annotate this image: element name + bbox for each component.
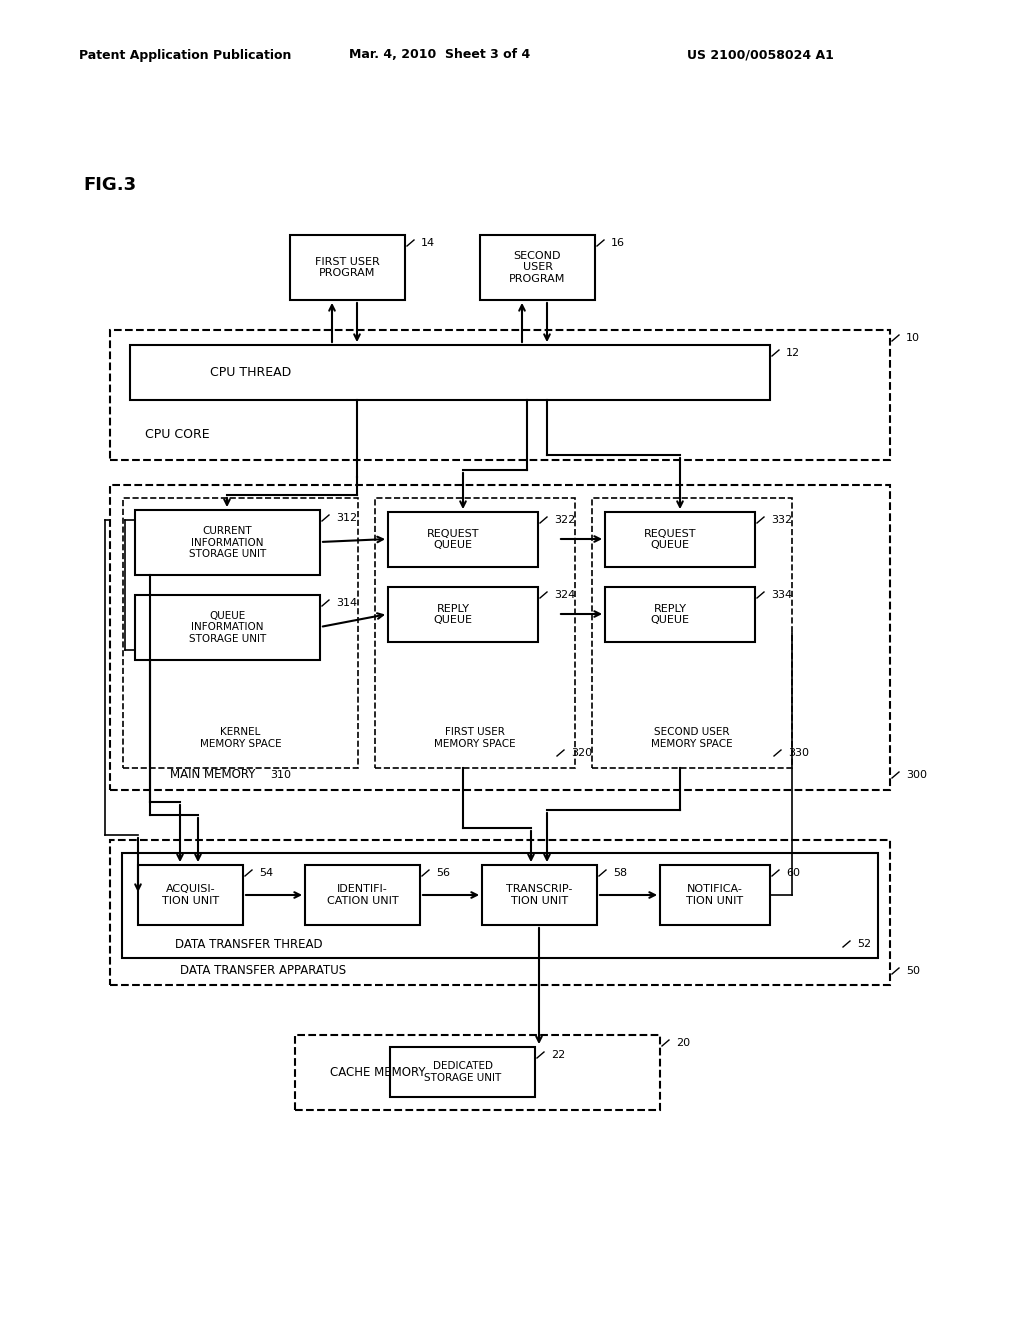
Text: REPLY
QUEUE: REPLY QUEUE [650, 603, 689, 626]
Text: 16: 16 [611, 238, 625, 248]
Text: CPU THREAD: CPU THREAD [210, 366, 291, 379]
Text: SECOND USER
MEMORY SPACE: SECOND USER MEMORY SPACE [651, 727, 733, 748]
Text: 58: 58 [613, 869, 627, 878]
Text: CACHE MEMORY: CACHE MEMORY [330, 1067, 426, 1078]
Bar [388, 587, 538, 642]
Bar [138, 865, 243, 925]
Bar [123, 498, 358, 768]
Text: 60: 60 [786, 869, 800, 878]
Bar [605, 587, 755, 642]
Bar [375, 498, 575, 768]
Text: 54: 54 [259, 869, 273, 878]
Bar [305, 865, 420, 925]
Text: 320: 320 [571, 748, 592, 758]
Bar [480, 235, 595, 300]
Bar [110, 484, 890, 789]
Text: MAIN MEMORY: MAIN MEMORY [170, 768, 255, 781]
Bar [110, 330, 890, 459]
Text: KERNEL
MEMORY SPACE: KERNEL MEMORY SPACE [200, 727, 282, 748]
Bar [110, 840, 890, 985]
Text: DATA TRANSFER APPARATUS: DATA TRANSFER APPARATUS [180, 965, 346, 978]
Bar [660, 865, 770, 925]
Text: 50: 50 [906, 966, 920, 975]
Text: 12: 12 [786, 348, 800, 358]
Text: 314: 314 [336, 598, 357, 609]
Text: REPLY
QUEUE: REPLY QUEUE [433, 603, 472, 626]
Text: DEDICATED
STORAGE UNIT: DEDICATED STORAGE UNIT [424, 1061, 501, 1082]
Bar [592, 498, 792, 768]
Text: CURRENT
INFORMATION
STORAGE UNIT: CURRENT INFORMATION STORAGE UNIT [188, 525, 266, 560]
Text: FIRST USER
MEMORY SPACE: FIRST USER MEMORY SPACE [434, 727, 516, 748]
Text: Patent Application Publication: Patent Application Publication [79, 49, 291, 62]
Text: REQUEST
QUEUE: REQUEST QUEUE [644, 529, 696, 550]
Text: 332: 332 [771, 515, 793, 525]
Text: NOTIFICA-
TION UNIT: NOTIFICA- TION UNIT [686, 884, 743, 906]
Bar [295, 1035, 660, 1110]
Text: 22: 22 [551, 1049, 565, 1060]
Text: US 2100/0058024 A1: US 2100/0058024 A1 [686, 49, 834, 62]
Text: Mar. 4, 2010  Sheet 3 of 4: Mar. 4, 2010 Sheet 3 of 4 [349, 49, 530, 62]
Bar [122, 853, 878, 958]
Text: CPU CORE: CPU CORE [145, 429, 210, 441]
Bar [135, 510, 319, 576]
Bar [130, 345, 770, 400]
Bar [482, 865, 597, 925]
Text: 56: 56 [436, 869, 450, 878]
Text: FIRST USER
PROGRAM: FIRST USER PROGRAM [315, 256, 380, 279]
Text: ACQUISI-
TION UNIT: ACQUISI- TION UNIT [162, 884, 219, 906]
Text: REQUEST
QUEUE: REQUEST QUEUE [427, 529, 479, 550]
Text: TRANSCRIP-
TION UNIT: TRANSCRIP- TION UNIT [506, 884, 572, 906]
Text: 20: 20 [676, 1038, 690, 1048]
Text: 322: 322 [554, 515, 575, 525]
Bar [390, 1047, 535, 1097]
Text: SECOND
USER
PROGRAM: SECOND USER PROGRAM [509, 251, 565, 284]
Bar [135, 595, 319, 660]
Bar [388, 512, 538, 568]
Text: 324: 324 [554, 590, 575, 601]
Text: 10: 10 [906, 333, 920, 343]
Text: 330: 330 [788, 748, 809, 758]
Text: 312: 312 [336, 513, 357, 523]
Text: DATA TRANSFER THREAD: DATA TRANSFER THREAD [175, 937, 323, 950]
Text: 52: 52 [857, 939, 871, 949]
Text: 300: 300 [906, 770, 927, 780]
Text: 334: 334 [771, 590, 793, 601]
Bar [605, 512, 755, 568]
Bar [290, 235, 406, 300]
Text: QUEUE
INFORMATION
STORAGE UNIT: QUEUE INFORMATION STORAGE UNIT [188, 611, 266, 644]
Text: FIG.3: FIG.3 [83, 176, 136, 194]
Text: 310: 310 [270, 770, 291, 780]
Text: IDENTIFI-
CATION UNIT: IDENTIFI- CATION UNIT [327, 884, 398, 906]
Text: 14: 14 [421, 238, 435, 248]
